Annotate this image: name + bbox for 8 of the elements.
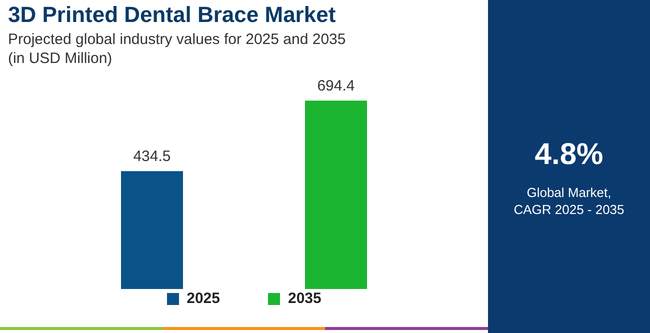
text: Global Market, CAGR 2025 - 2035 (512, 184, 626, 218)
data-label: 694.4 (317, 78, 355, 95)
chart-title: 3D Printed Dental Brace Market (8, 2, 336, 28)
legend-label: 2025 (186, 290, 220, 307)
legend-label: 2035 (288, 290, 322, 307)
text: 4.8% (534, 138, 604, 172)
data-label: 434.5 (133, 148, 171, 166)
chart-subtitle: Projected global industry values for 2025 and 2035 (in USD Million) (8, 30, 346, 68)
